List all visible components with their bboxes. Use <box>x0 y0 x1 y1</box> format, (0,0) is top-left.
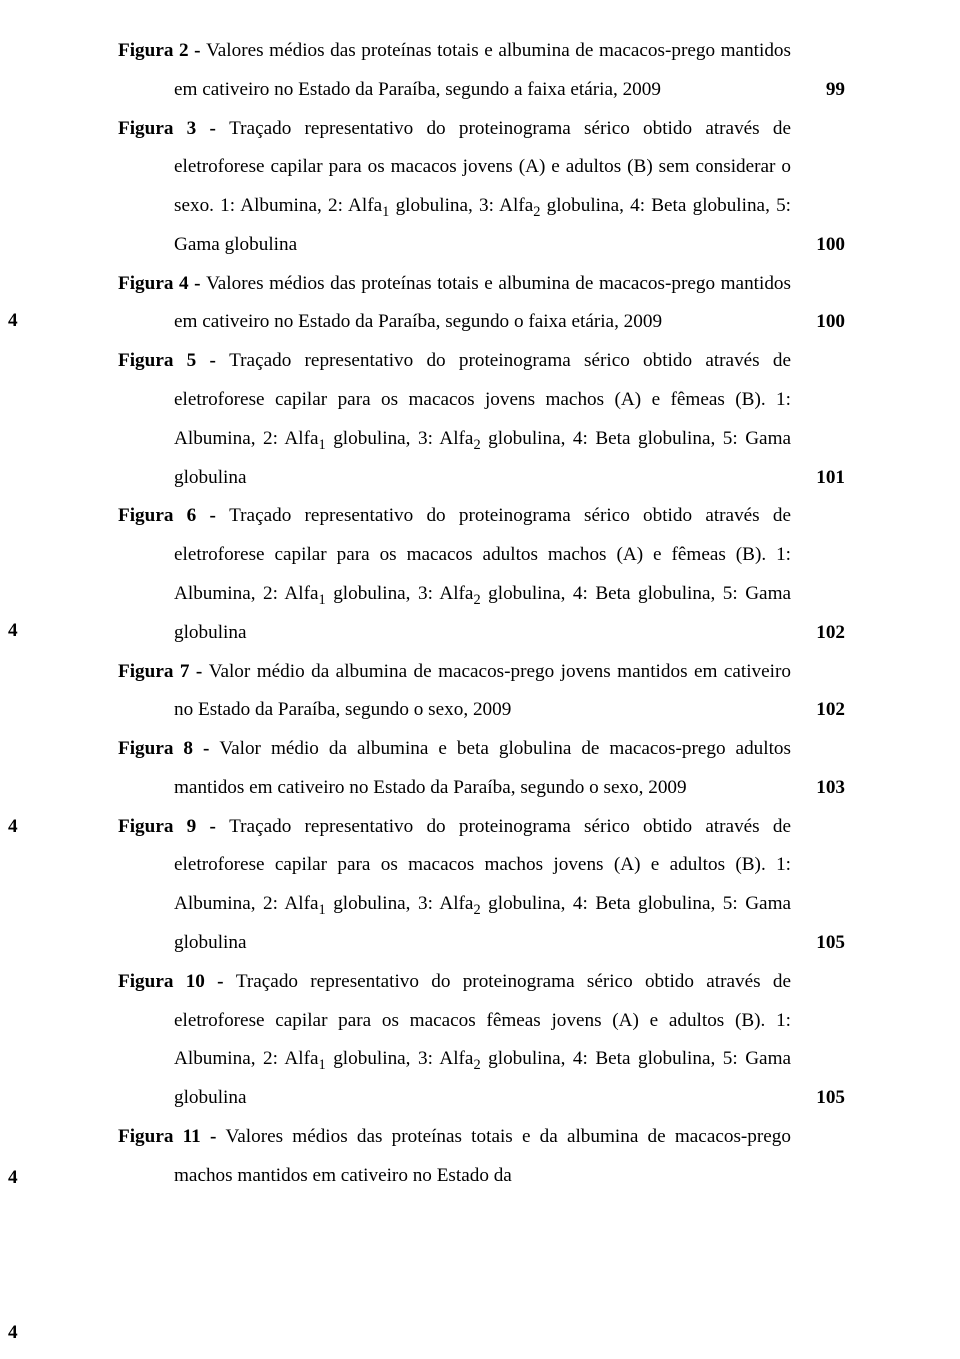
margin-mark: 4 <box>8 310 18 332</box>
document-page: 4 4 4 4 4 Figura 2 - Valores médios das prot… <box>0 0 960 1359</box>
figure-body: Traçado representativo do proteinograma … <box>174 118 791 255</box>
figure-entry-text: Figura 2 - Valores médios das proteínas … <box>118 32 791 110</box>
figure-label: Figura 7 - <box>118 661 209 682</box>
figure-entry-text: Figura 3 - Traçado representativo do pro… <box>118 110 791 265</box>
figure-entry: Figura 9 - Traçado representativo do pro… <box>118 808 845 963</box>
figure-entry-text: Figura 7 - Valor médio da albumina de ma… <box>118 653 791 731</box>
figure-page-number: 102 <box>791 691 845 730</box>
figure-entry-text: Figura 11 - Valores médios das proteínas… <box>118 1118 791 1196</box>
figure-entry: Figura 5 - Traçado representativo do pro… <box>118 342 845 497</box>
figure-body: Valor médio da albumina e beta globulina… <box>174 738 791 798</box>
figure-page-number: 100 <box>791 226 845 265</box>
figure-body: Traçado representativo do proteinograma … <box>174 505 791 642</box>
margin-mark: 4 <box>8 816 18 838</box>
figure-label: Figura 11 - <box>118 1126 226 1147</box>
figure-entry: Figura 4 - Valores médios das proteínas … <box>118 265 845 343</box>
figure-label: Figura 8 - <box>118 738 219 759</box>
figure-label: Figura 3 - <box>118 118 229 139</box>
figure-entry: Figura 6 - Traçado representativo do pro… <box>118 497 845 652</box>
figure-entry: Figura 11 - Valores médios das proteínas… <box>118 1118 845 1196</box>
figure-label: Figura 9 - <box>118 816 229 837</box>
figure-body: Traçado representativo do proteinograma … <box>174 816 791 953</box>
figure-body: Valores médios das proteínas totais e al… <box>174 40 791 100</box>
figure-body: Traçado representativo do proteinograma … <box>174 971 791 1108</box>
figure-page-number: 103 <box>791 769 845 808</box>
figure-page-number: 105 <box>791 924 845 963</box>
figure-page-number: 99 <box>791 71 845 110</box>
figure-page-number: 101 <box>791 459 845 498</box>
figure-entry-text: Figura 4 - Valores médios das proteínas … <box>118 265 791 343</box>
figure-body: Traçado representativo do proteinograma … <box>174 350 791 487</box>
figure-entry: Figura 8 - Valor médio da albumina e bet… <box>118 730 845 808</box>
margin-mark: 4 <box>8 620 18 642</box>
figure-entry-text: Figura 5 - Traçado representativo do pro… <box>118 342 791 497</box>
figure-label: Figura 6 - <box>118 505 229 526</box>
margin-mark: 4 <box>8 1167 18 1189</box>
figure-body: Valores médios das proteínas totais e al… <box>174 273 791 333</box>
figure-entry: Figura 7 - Valor médio da albumina de ma… <box>118 653 845 731</box>
margin-mark: 4 <box>8 1322 18 1344</box>
figure-page-number: 105 <box>791 1079 845 1118</box>
figure-label: Figura 4 - <box>118 273 206 294</box>
figure-entry-text: Figura 10 - Traçado representativo do pr… <box>118 963 791 1118</box>
figure-entry-text: Figura 6 - Traçado representativo do pro… <box>118 497 791 652</box>
figure-body: Valor médio da albumina de macacos-prego… <box>174 661 791 721</box>
figure-label: Figura 2 - <box>118 40 206 61</box>
figure-label: Figura 10 - <box>118 971 236 992</box>
figure-entry: Figura 3 - Traçado representativo do pro… <box>118 110 845 265</box>
figure-entry: Figura 2 - Valores médios das proteínas … <box>118 32 845 110</box>
figure-entry: Figura 10 - Traçado representativo do pr… <box>118 963 845 1118</box>
figure-page-number: 100 <box>791 303 845 342</box>
figure-label: Figura 5 - <box>118 350 229 371</box>
figure-entry-text: Figura 9 - Traçado representativo do pro… <box>118 808 791 963</box>
figure-list: Figura 2 - Valores médios das proteínas … <box>118 32 845 1195</box>
figure-entry-text: Figura 8 - Valor médio da albumina e bet… <box>118 730 791 808</box>
figure-body: Valores médios das proteínas totais e da… <box>174 1126 791 1186</box>
figure-page-number: 102 <box>791 614 845 653</box>
